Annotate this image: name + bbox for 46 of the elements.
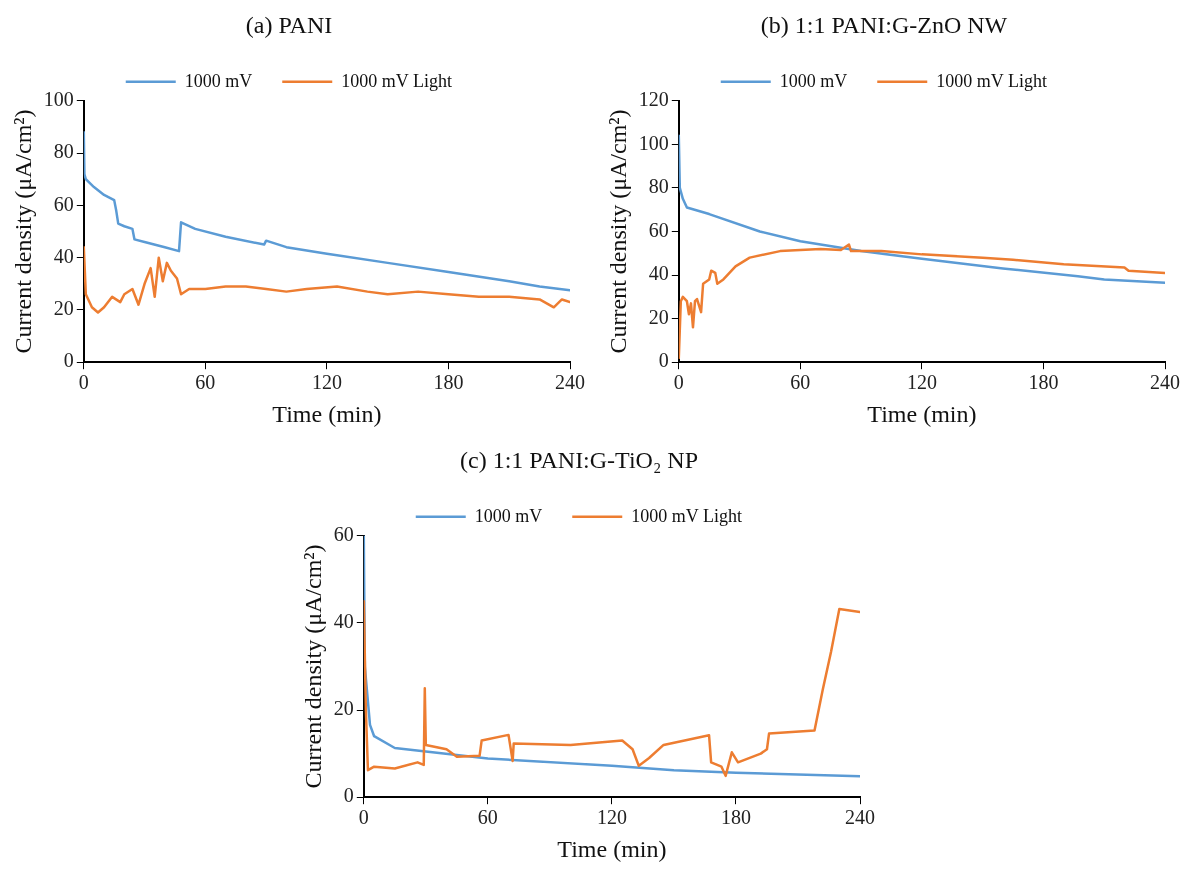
y-tick-label: 100 (43, 88, 74, 111)
y-axis-title: Current density (μA/cm²) (9, 109, 36, 354)
x-tick-label: 60 (477, 806, 498, 829)
legend-label: 1000 mV Light (341, 70, 452, 91)
x-tick-label: 240 (1150, 371, 1180, 394)
y-axis-title: Current density (μA/cm²) (604, 109, 631, 354)
x-tick-label: 0 (358, 806, 369, 829)
x-axis-title: Time (min) (867, 400, 977, 427)
chart-title: (a) PANI (245, 11, 333, 38)
y-tick-label: 120 (638, 88, 669, 111)
y-tick-label: 20 (53, 297, 74, 320)
y-tick-label: 0 (658, 349, 669, 372)
y-tick-label: 0 (343, 784, 354, 807)
y-tick-label: 20 (333, 697, 354, 720)
x-tick-label: 0 (78, 371, 89, 394)
y-tick-label: 60 (648, 218, 669, 241)
x-axis-title: Time (min) (557, 835, 667, 862)
y-tick-label: 0 (63, 349, 74, 372)
y-tick-label: 80 (53, 140, 74, 163)
x-axis-title: Time (min) (272, 400, 382, 427)
x-tick-label: 120 (596, 806, 627, 829)
y-tick-label: 40 (648, 262, 669, 285)
y-tick-label: 60 (333, 523, 354, 546)
y-tick-label: 80 (648, 175, 669, 198)
x-tick-label: 180 (433, 371, 464, 394)
x-tick-label: 180 (720, 806, 751, 829)
chart-title: (c) 1:1 PANI:G-TiO₂ NP (460, 446, 698, 473)
y-tick-label: 20 (648, 305, 669, 328)
legend-label: 1000 mV (474, 505, 543, 526)
x-tick-label: 60 (195, 371, 216, 394)
x-tick-label: 180 (1028, 371, 1059, 394)
x-tick-label: 0 (673, 371, 684, 394)
x-tick-label: 240 (845, 806, 875, 829)
y-tick-label: 40 (333, 610, 354, 633)
y-tick-label: 60 (53, 192, 74, 215)
legend-label: 1000 mV (184, 70, 253, 91)
x-tick-label: 240 (555, 371, 585, 394)
x-tick-label: 120 (906, 371, 937, 394)
legend-label: 1000 mV Light (631, 505, 742, 526)
legend-label: 1000 mV (779, 70, 848, 91)
x-tick-label: 60 (790, 371, 811, 394)
chart-title: (b) 1:1 PANI:G-ZnO NW (760, 11, 1008, 38)
y-axis-title: Current density (μA/cm²) (299, 544, 326, 789)
legend-label: 1000 mV Light (936, 70, 1047, 91)
y-tick-label: 100 (638, 131, 669, 154)
y-tick-label: 40 (53, 244, 74, 267)
